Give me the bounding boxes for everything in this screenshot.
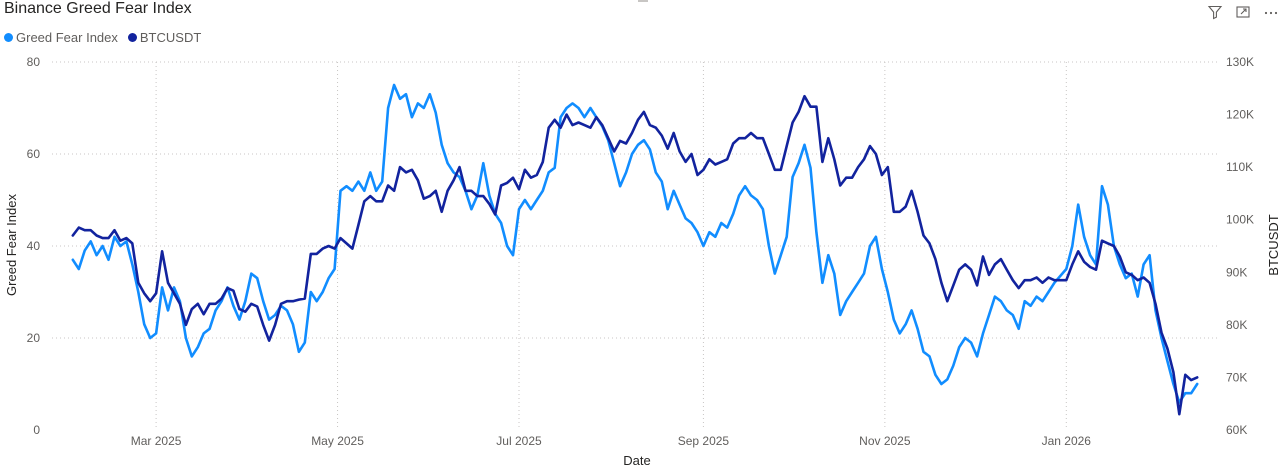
y-axis-title: Greed Fear Index <box>4 194 19 296</box>
x-tick-label: Nov 2025 <box>859 434 911 448</box>
legend-label-btc: BTCUSDT <box>139 30 202 45</box>
x-tick-label: May 2025 <box>311 434 364 448</box>
x-tick-label: Mar 2025 <box>131 434 182 448</box>
drag-grip[interactable] <box>638 0 648 2</box>
y-tick-label: 60 <box>27 147 41 161</box>
legend-label-gfi: Greed Fear Index <box>16 30 118 45</box>
x-tick-label: Jan 2026 <box>1042 434 1092 448</box>
focus-mode-icon[interactable] <box>1234 3 1252 21</box>
y2-tick-label: 70K <box>1226 370 1247 384</box>
y2-tick-label: 90K <box>1226 265 1247 279</box>
gridlines <box>52 61 1218 430</box>
y-axis-ticks: 0 20 40 60 80 <box>27 55 41 437</box>
y2-tick-label: 110K <box>1226 160 1253 174</box>
y2-tick-label: 100K <box>1226 213 1254 227</box>
y2-axis-ticks: 60K 70K 80K 90K 100K 110K 120K 130K <box>1226 55 1254 437</box>
visual-toolbar <box>1206 3 1280 21</box>
x-axis-title: Date <box>623 453 650 468</box>
legend-item-greed-fear-index[interactable]: Greed Fear Index <box>4 30 118 45</box>
y-tick-label: 40 <box>27 239 41 253</box>
legend-item-btcusdt[interactable]: BTCUSDT <box>127 30 202 45</box>
x-axis-ticks: Mar 2025 May 2025 Jul 2025 Sep 2025 Nov 2025… <box>131 434 1092 448</box>
chart-title: Binance Greed Fear Index <box>4 0 192 17</box>
series-lines <box>71 83 1199 416</box>
legend: Greed Fear Index BTCUSDT <box>4 30 201 45</box>
y2-tick-label: 60K <box>1226 423 1247 437</box>
y-tick-label: 0 <box>33 423 40 437</box>
filter-icon[interactable] <box>1206 3 1224 21</box>
y2-tick-label: 130K <box>1226 55 1254 69</box>
more-options-icon[interactable] <box>1262 3 1280 21</box>
y-tick-label: 20 <box>27 331 41 345</box>
series-line-greed-fear-index <box>71 83 1199 404</box>
y2-tick-label: 80K <box>1226 318 1247 332</box>
legend-dot-btc <box>127 33 137 42</box>
x-tick-label: Jul 2025 <box>496 434 542 448</box>
y-tick-label: 80 <box>27 55 41 69</box>
series-line-btcusdt <box>71 94 1199 416</box>
y2-axis-title: BTCUSDT <box>1266 214 1281 275</box>
y2-tick-label: 120K <box>1226 108 1254 122</box>
x-tick-label: Sep 2025 <box>678 434 730 448</box>
legend-dot-gfi <box>4 33 13 42</box>
